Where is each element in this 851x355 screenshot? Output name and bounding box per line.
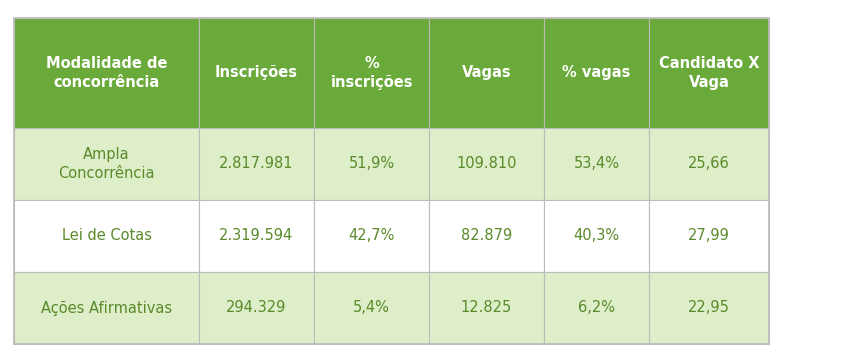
Text: Lei de Cotas: Lei de Cotas [61, 229, 151, 244]
Text: 6,2%: 6,2% [578, 300, 615, 316]
Bar [429, 128, 544, 200]
Text: 2.319.594: 2.319.594 [220, 229, 294, 244]
Bar [314, 128, 429, 200]
Text: 5,4%: 5,4% [353, 300, 390, 316]
Bar [544, 128, 649, 200]
Bar [199, 128, 314, 200]
Bar [544, 200, 649, 272]
Bar [14, 200, 199, 272]
Bar [649, 128, 769, 200]
Text: Ações Afirmativas: Ações Afirmativas [41, 300, 172, 316]
Bar [199, 18, 314, 128]
Text: 51,9%: 51,9% [348, 157, 395, 171]
Text: 22,95: 22,95 [688, 300, 730, 316]
Text: 109.810: 109.810 [456, 157, 517, 171]
Bar [14, 128, 199, 200]
Text: 27,99: 27,99 [688, 229, 730, 244]
Bar [199, 200, 314, 272]
Text: 2.817.981: 2.817.981 [220, 157, 294, 171]
Bar [314, 18, 429, 128]
Text: 42,7%: 42,7% [348, 229, 395, 244]
Text: % vagas: % vagas [563, 66, 631, 81]
Bar [544, 18, 649, 128]
Bar [199, 272, 314, 344]
Bar [649, 18, 769, 128]
Bar [14, 18, 199, 128]
Bar [544, 272, 649, 344]
Text: 25,66: 25,66 [688, 157, 730, 171]
Bar [14, 272, 199, 344]
Bar [429, 200, 544, 272]
Text: 40,3%: 40,3% [574, 229, 620, 244]
Bar [14, 18, 769, 344]
Bar [649, 272, 769, 344]
Text: Candidato X
Vaga: Candidato X Vaga [659, 56, 759, 91]
Text: 82.879: 82.879 [461, 229, 512, 244]
Text: 53,4%: 53,4% [574, 157, 620, 171]
Bar [314, 272, 429, 344]
Bar [429, 18, 544, 128]
Text: Modalidade de
concorrência: Modalidade de concorrência [46, 56, 168, 91]
Text: 12.825: 12.825 [461, 300, 512, 316]
Bar [429, 272, 544, 344]
Text: Vagas: Vagas [462, 66, 511, 81]
Text: %
inscrições: % inscrições [330, 56, 413, 91]
Text: 294.329: 294.329 [226, 300, 287, 316]
Text: Ampla
Concorrência: Ampla Concorrência [58, 147, 155, 181]
Text: Inscrições: Inscrições [215, 66, 298, 81]
Bar [649, 200, 769, 272]
Bar [314, 200, 429, 272]
